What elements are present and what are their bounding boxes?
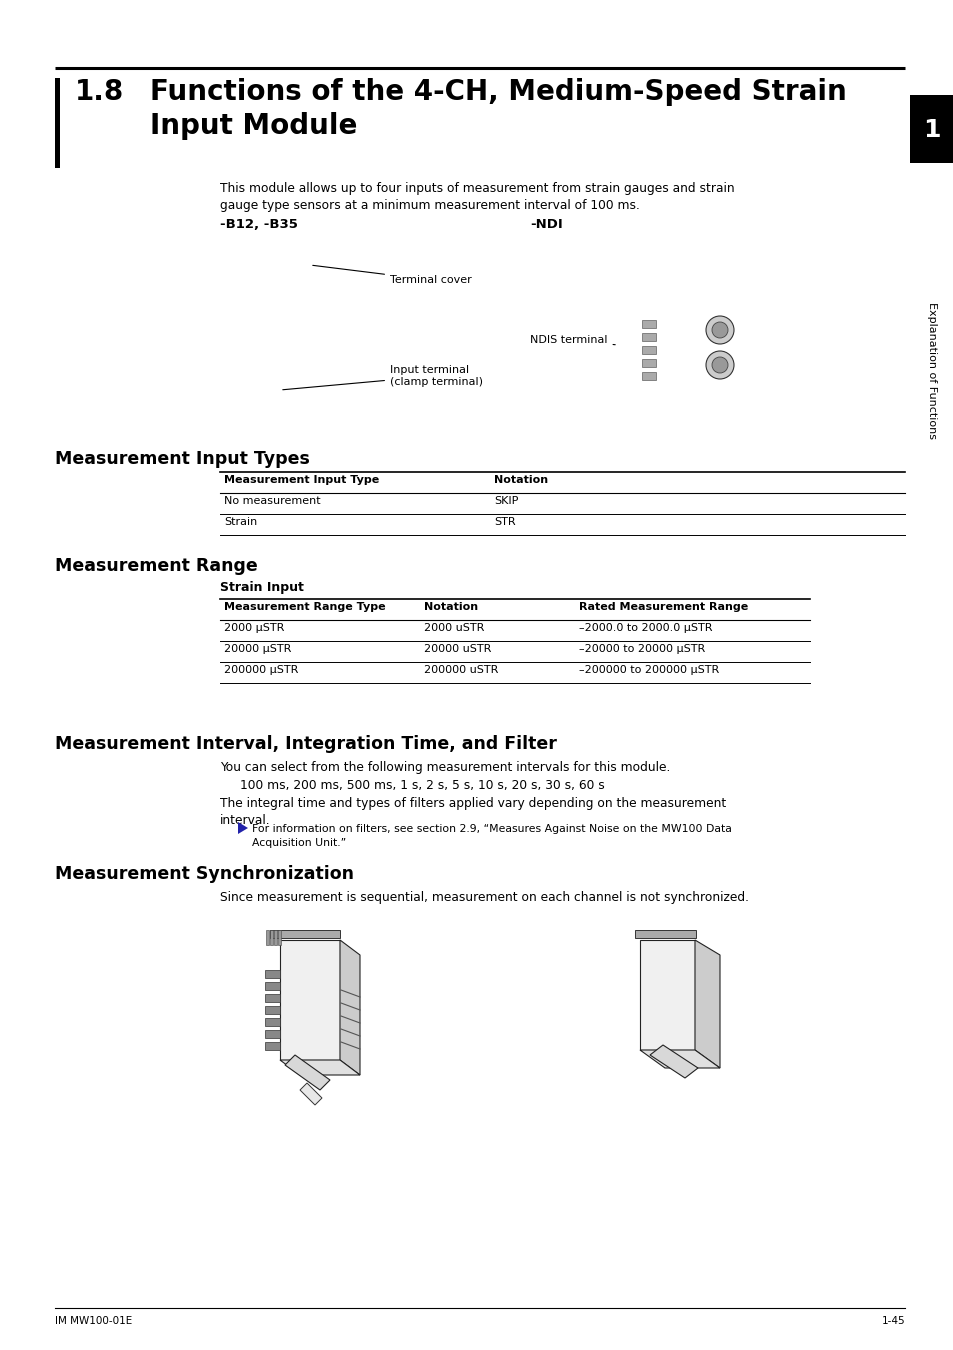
Text: Measurement Input Type: Measurement Input Type xyxy=(224,475,379,485)
Text: 1: 1 xyxy=(923,117,940,142)
Text: Notation: Notation xyxy=(494,475,548,485)
Polygon shape xyxy=(280,1060,359,1075)
Circle shape xyxy=(705,316,733,344)
Polygon shape xyxy=(649,1045,698,1079)
Text: Measurement Interval, Integration Time, and Filter: Measurement Interval, Integration Time, … xyxy=(55,734,557,753)
Text: 20000 μSTR: 20000 μSTR xyxy=(224,644,291,653)
Text: Measurement Range: Measurement Range xyxy=(55,558,257,575)
Polygon shape xyxy=(270,930,273,945)
Text: Since measurement is sequential, measurement on each channel is not synchronized: Since measurement is sequential, measure… xyxy=(220,891,748,904)
Text: -NDI: -NDI xyxy=(530,217,562,231)
Text: –2000.0 to 2000.0 μSTR: –2000.0 to 2000.0 μSTR xyxy=(578,622,712,633)
Text: Strain Input: Strain Input xyxy=(220,580,304,594)
Text: 200000 uSTR: 200000 uSTR xyxy=(423,666,497,675)
Circle shape xyxy=(711,356,727,373)
Polygon shape xyxy=(265,1030,280,1038)
Text: Measurement Range Type: Measurement Range Type xyxy=(224,602,385,612)
Text: -B12, -B35: -B12, -B35 xyxy=(220,217,297,231)
Text: This module allows up to four inputs of measurement from strain gauges and strai: This module allows up to four inputs of … xyxy=(220,182,734,212)
Polygon shape xyxy=(270,930,339,938)
Text: 2000 uSTR: 2000 uSTR xyxy=(423,622,484,633)
Polygon shape xyxy=(639,1050,720,1068)
Text: 20000 uSTR: 20000 uSTR xyxy=(423,644,491,653)
Text: Rated Measurement Range: Rated Measurement Range xyxy=(578,602,747,612)
Bar xyxy=(55,78,60,167)
Text: Input terminal
(clamp terminal): Input terminal (clamp terminal) xyxy=(282,364,482,390)
Text: IM MW100-01E: IM MW100-01E xyxy=(55,1316,132,1326)
Circle shape xyxy=(711,323,727,338)
Text: NDIS terminal: NDIS terminal xyxy=(530,335,615,346)
Polygon shape xyxy=(639,940,695,1050)
Text: For information on filters, see section 2.9, “Measures Against Noise on the MW10: For information on filters, see section … xyxy=(252,824,731,848)
Polygon shape xyxy=(265,1042,280,1050)
Text: STR: STR xyxy=(494,517,515,526)
Text: Strain: Strain xyxy=(224,517,257,526)
Text: Explanation of Functions: Explanation of Functions xyxy=(926,301,936,439)
Text: 1.8: 1.8 xyxy=(75,78,124,107)
Polygon shape xyxy=(277,930,281,945)
Text: 200000 μSTR: 200000 μSTR xyxy=(224,666,298,675)
Polygon shape xyxy=(265,994,280,1002)
Text: Notation: Notation xyxy=(423,602,477,612)
Polygon shape xyxy=(280,940,339,1060)
Bar xyxy=(641,373,656,379)
Text: No measurement: No measurement xyxy=(224,495,320,506)
Polygon shape xyxy=(265,971,280,977)
Polygon shape xyxy=(237,822,248,834)
Bar xyxy=(641,359,656,367)
Bar xyxy=(641,333,656,342)
Bar xyxy=(909,95,953,163)
Text: SKIP: SKIP xyxy=(494,495,517,506)
Text: 100 ms, 200 ms, 500 ms, 1 s, 2 s, 5 s, 10 s, 20 s, 30 s, 60 s: 100 ms, 200 ms, 500 ms, 1 s, 2 s, 5 s, 1… xyxy=(240,779,604,792)
Polygon shape xyxy=(265,1006,280,1014)
Polygon shape xyxy=(695,940,720,1068)
Text: Functions of the 4-CH, Medium-Speed Strain
Input Module: Functions of the 4-CH, Medium-Speed Stra… xyxy=(150,78,846,139)
Polygon shape xyxy=(339,940,359,1075)
Polygon shape xyxy=(274,930,276,945)
Polygon shape xyxy=(635,930,696,938)
Polygon shape xyxy=(265,981,280,990)
Text: Terminal cover: Terminal cover xyxy=(313,266,471,285)
Bar xyxy=(641,320,656,328)
Text: 2000 μSTR: 2000 μSTR xyxy=(224,622,284,633)
Polygon shape xyxy=(299,1083,322,1106)
Text: –200000 to 200000 μSTR: –200000 to 200000 μSTR xyxy=(578,666,719,675)
Bar xyxy=(641,346,656,354)
Polygon shape xyxy=(285,1054,330,1089)
Text: The integral time and types of filters applied vary depending on the measurement: The integral time and types of filters a… xyxy=(220,796,725,828)
Text: Measurement Synchronization: Measurement Synchronization xyxy=(55,865,354,883)
Text: –20000 to 20000 μSTR: –20000 to 20000 μSTR xyxy=(578,644,704,653)
Polygon shape xyxy=(265,1018,280,1026)
Text: Measurement Input Types: Measurement Input Types xyxy=(55,450,310,468)
Polygon shape xyxy=(266,930,269,945)
Text: You can select from the following measurement intervals for this module.: You can select from the following measur… xyxy=(220,761,670,774)
Text: 1-45: 1-45 xyxy=(881,1316,904,1326)
Circle shape xyxy=(705,351,733,379)
